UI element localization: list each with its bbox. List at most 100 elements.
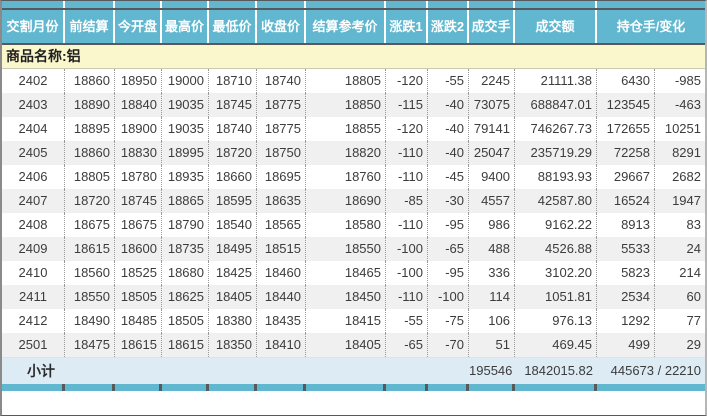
cell-low: 18745 bbox=[209, 93, 257, 117]
cell-settle-ref: 18415 bbox=[306, 309, 386, 333]
cell-high: 18615 bbox=[162, 333, 209, 357]
header-cell-turnover: 成交额 bbox=[515, 10, 597, 43]
cell-oi-change: 214 bbox=[679, 265, 701, 280]
table-row[interactable]: 2403 18890 18840 19035 18745 18775 18850… bbox=[2, 93, 705, 117]
cell-delivery-month: 2412 bbox=[2, 309, 65, 333]
table-row[interactable]: 2405 18860 18830 18995 18720 18750 18820… bbox=[2, 141, 705, 165]
header-cell-change2: 涨跌2 bbox=[428, 10, 469, 43]
header-row: 交割月份 前结算 今开盘 最高价 最低价 收盘价 结算参考价 涨跌1 涨跌2 成… bbox=[2, 10, 705, 43]
cell-volume: 79141 bbox=[469, 117, 515, 141]
cell-turnover: 1051.81 bbox=[515, 285, 597, 309]
cell-change2: -55 bbox=[428, 69, 469, 93]
cell-oi-change: 1947 bbox=[672, 193, 701, 208]
cell-low: 18720 bbox=[209, 141, 257, 165]
cell-change1: -110 bbox=[386, 285, 428, 309]
strip-segment bbox=[162, 1, 209, 8]
strip-segment bbox=[306, 384, 386, 391]
cell-prev-settle: 18895 bbox=[65, 117, 115, 141]
cell-change1: -120 bbox=[386, 69, 428, 93]
cell-volume: 9400 bbox=[469, 165, 515, 189]
cell-settle-ref: 18550 bbox=[306, 237, 386, 261]
header-cell-delivery-month: 交割月份 bbox=[2, 10, 65, 43]
subtotal-volume: 195546 bbox=[469, 363, 513, 378]
strip-segment bbox=[469, 384, 515, 391]
table-row[interactable]: 2404 18895 18900 19035 18740 18775 18855… bbox=[2, 117, 705, 141]
cell-high: 18935 bbox=[162, 165, 209, 189]
table-row[interactable]: 2501 18475 18615 18615 18350 18410 18405… bbox=[2, 333, 705, 357]
cell-delivery-month: 2409 bbox=[2, 237, 65, 261]
cell-change2: -40 bbox=[428, 117, 469, 141]
cell-open-interest: 5823 bbox=[597, 261, 655, 285]
cell-close: 18460 bbox=[257, 261, 306, 285]
cell-oi-change: 77 bbox=[686, 313, 701, 328]
cell-close: 18635 bbox=[257, 189, 306, 213]
cell-delivery-month: 2408 bbox=[2, 213, 65, 237]
cell-change2: -70 bbox=[428, 333, 469, 357]
cell-prev-settle: 18890 bbox=[65, 93, 115, 117]
table-row[interactable]: 2411 18550 18505 18625 18405 18440 18450… bbox=[2, 285, 705, 309]
cell-high: 18505 bbox=[162, 309, 209, 333]
cell-open: 18745 bbox=[115, 189, 162, 213]
cell-high: 18995 bbox=[162, 141, 209, 165]
strip-segment bbox=[115, 384, 162, 391]
cell-open-interest: 123545 bbox=[597, 93, 655, 117]
bottom-strip bbox=[2, 384, 705, 391]
table-row[interactable]: 2410 18560 18525 18680 18425 18460 18465… bbox=[2, 261, 705, 285]
cell-delivery-month: 2410 bbox=[2, 261, 65, 285]
cell-oi-change: -463 bbox=[674, 97, 701, 112]
cell-change2: -95 bbox=[428, 213, 469, 237]
cell-low: 18380 bbox=[209, 309, 257, 333]
cell-volume: 73075 bbox=[469, 93, 515, 117]
cell-low: 18740 bbox=[209, 117, 257, 141]
cell-close: 18435 bbox=[257, 309, 306, 333]
strip-segment bbox=[386, 384, 428, 391]
cell-change1: -100 bbox=[386, 237, 428, 261]
cell-open: 18840 bbox=[115, 93, 162, 117]
cell-volume: 336 bbox=[469, 261, 515, 285]
cell-oi-change: 29 bbox=[686, 337, 701, 352]
divider bbox=[2, 68, 705, 69]
strip-segment bbox=[515, 1, 597, 8]
cell-close: 18775 bbox=[257, 117, 306, 141]
cell-high: 19035 bbox=[162, 117, 209, 141]
cell-volume: 986 bbox=[469, 213, 515, 237]
cell-close: 18750 bbox=[257, 141, 306, 165]
subtotal-oi-change: 445673 / 22210 bbox=[610, 363, 701, 378]
divider bbox=[2, 43, 705, 45]
cell-high: 19000 bbox=[162, 69, 209, 93]
table-row[interactable]: 2412 18490 18485 18505 18380 18435 18415… bbox=[2, 309, 705, 333]
cell-turnover: 235719.29 bbox=[515, 141, 597, 165]
cell-open-interest: 29667 bbox=[597, 165, 655, 189]
cell-settle-ref: 18850 bbox=[306, 93, 386, 117]
table-row[interactable]: 2402 18860 18950 19000 18710 18740 18805… bbox=[2, 69, 705, 93]
cell-settle-ref: 18580 bbox=[306, 213, 386, 237]
cell-oi-change: 24 bbox=[686, 241, 701, 256]
cell-high: 18865 bbox=[162, 189, 209, 213]
cell-open-interest: 2534 bbox=[597, 285, 655, 309]
cell-open: 18780 bbox=[115, 165, 162, 189]
cell-open: 18525 bbox=[115, 261, 162, 285]
subtotal-row: 小计 195546 1842015.82 445673 / 22210 bbox=[2, 357, 705, 384]
cell-close: 18695 bbox=[257, 165, 306, 189]
cell-volume: 2245 bbox=[469, 69, 515, 93]
strip-segment bbox=[386, 1, 428, 8]
header-cell-change1: 涨跌1 bbox=[386, 10, 428, 43]
cell-change2: -45 bbox=[428, 165, 469, 189]
cell-delivery-month: 2407 bbox=[2, 189, 65, 213]
table-row[interactable]: 2406 18805 18780 18935 18660 18695 18760… bbox=[2, 165, 705, 189]
cell-low: 18710 bbox=[209, 69, 257, 93]
strip-segment bbox=[306, 1, 386, 8]
cell-change2: -40 bbox=[428, 141, 469, 165]
strip-segment bbox=[428, 1, 469, 8]
strip-segment bbox=[257, 1, 306, 8]
cell-open-interest: 72258 bbox=[597, 141, 655, 165]
header-cell-close: 收盘价 bbox=[257, 10, 306, 43]
subtotal-label: 小计 bbox=[27, 363, 55, 379]
cell-prev-settle: 18490 bbox=[65, 309, 115, 333]
strip-segment bbox=[597, 1, 705, 8]
table-row[interactable]: 2407 18720 18745 18865 18595 18635 18690… bbox=[2, 189, 705, 213]
table-row[interactable]: 2408 18675 18675 18790 18540 18565 18580… bbox=[2, 213, 705, 237]
cell-change1: -65 bbox=[386, 333, 428, 357]
table-row[interactable]: 2409 18615 18600 18735 18495 18515 18550… bbox=[2, 237, 705, 261]
